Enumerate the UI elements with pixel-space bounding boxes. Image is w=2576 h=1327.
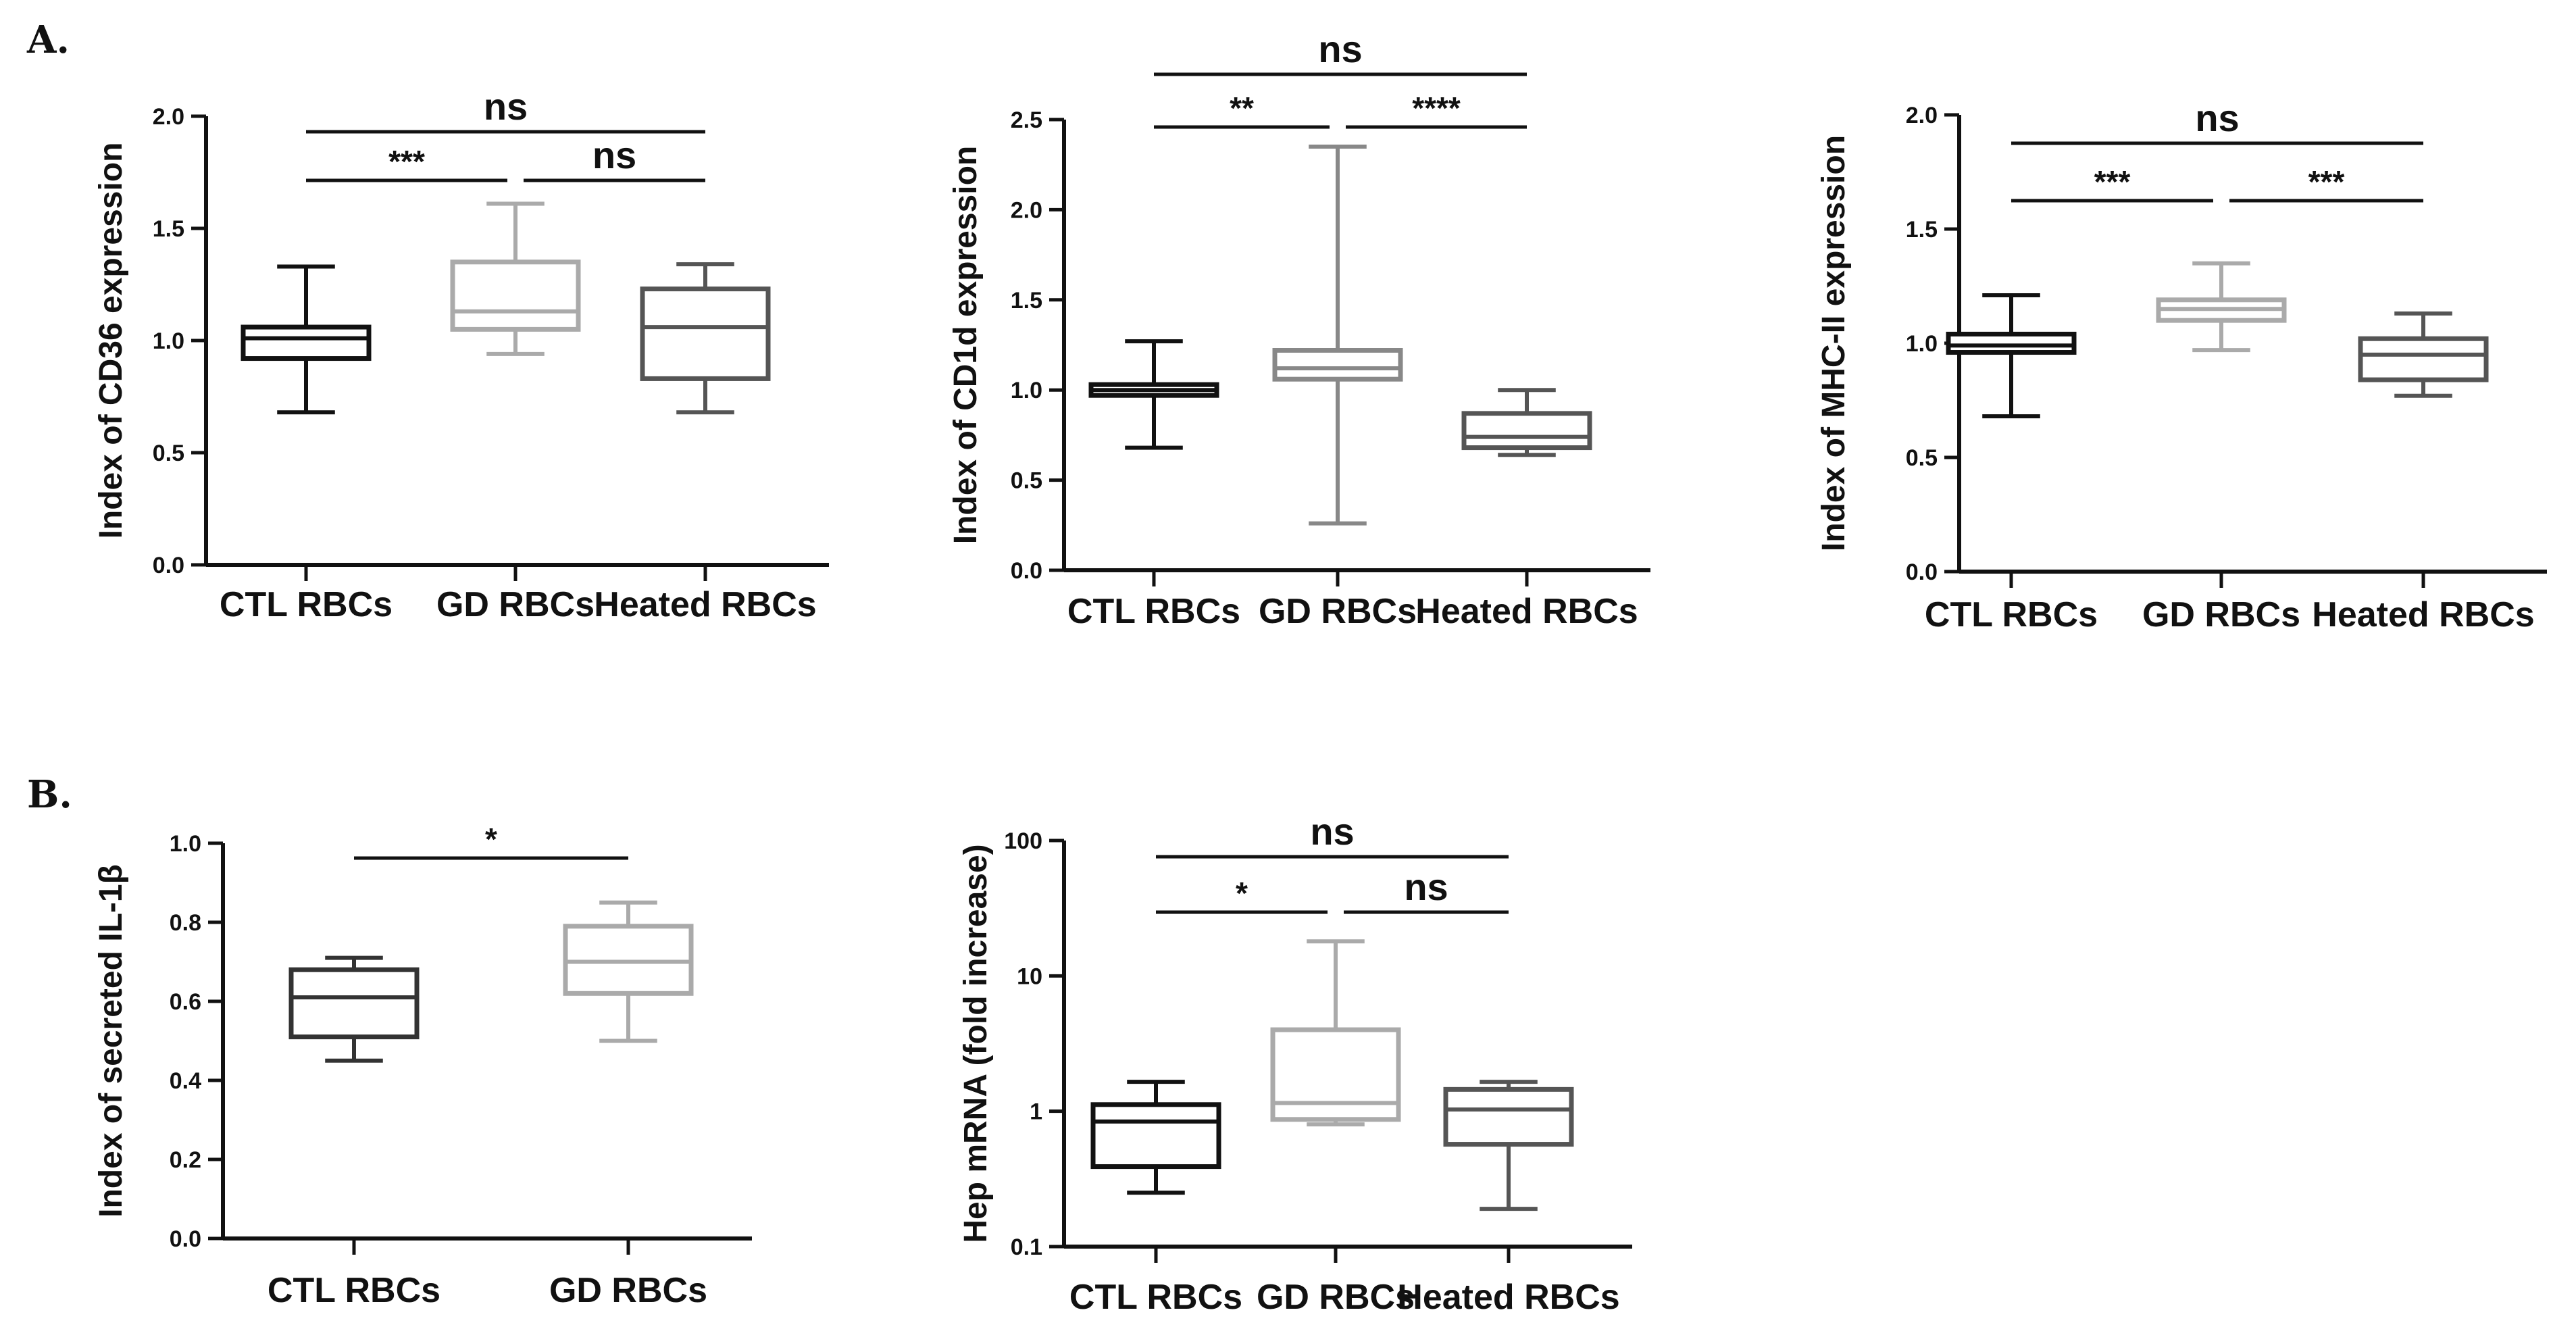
y-tick-label: 0.5 xyxy=(153,441,184,466)
iqr-box xyxy=(288,967,420,1040)
x-category-label: Heated RBCs xyxy=(1397,1278,1619,1317)
x-category-label: GD RBCs xyxy=(549,1271,707,1310)
significance-label: ns xyxy=(592,134,636,176)
iqr-box xyxy=(1090,1102,1221,1170)
significance-label: ns xyxy=(1318,28,1362,70)
y-tick-label: 2.0 xyxy=(1011,197,1042,223)
box-plot-heated-rbcs xyxy=(1443,1080,1574,1211)
y-tick-label: 1.5 xyxy=(153,216,184,242)
y-axis-label: Index of secreted IL-1β xyxy=(93,864,129,1218)
y-tick-label: 2.5 xyxy=(1011,107,1042,133)
significance-label: ns xyxy=(1310,810,1354,853)
y-tick-label: 1.5 xyxy=(1906,217,1938,243)
y-axis-label: Index of CD36 expression xyxy=(93,143,129,539)
chart-panel: 0.0 0.5 1.0 1.5 2.0 CTL RBCs GD RBCs Heated RBC… xyxy=(1816,97,2547,634)
x-category-label: CTL RBCs xyxy=(1069,1278,1242,1317)
box-plot-heated-rbcs xyxy=(1461,388,1592,457)
y-axis-label: Index of CD1d expression xyxy=(948,146,984,544)
box-plot-gd-rbcs xyxy=(1270,939,1401,1127)
significance-label: ns xyxy=(2195,97,2239,139)
x-category-label: GD RBCs xyxy=(1259,592,1417,631)
box-plot-ctl-rbcs xyxy=(1090,1080,1221,1195)
x-category-label: GD RBCs xyxy=(436,585,595,624)
panel-letter-b: B. xyxy=(27,772,72,817)
y-tick-label: 0.0 xyxy=(153,553,184,578)
y-tick-label: 1 xyxy=(1030,1099,1042,1125)
iqr-box xyxy=(1946,331,2077,355)
significance-label: ns xyxy=(484,85,528,128)
y-tick-label: 1.0 xyxy=(1011,378,1042,403)
y-tick-label: 100 xyxy=(1004,828,1042,854)
significance-label: **** xyxy=(1412,91,1461,126)
iqr-box xyxy=(640,286,771,381)
y-tick-label: 1.0 xyxy=(170,831,201,857)
chart-panel: 0.0 0.5 1.0 1.5 2.0 CTL RBCs GD RBCs Heated RBC… xyxy=(93,85,829,624)
significance-label: * xyxy=(485,822,497,857)
y-tick-label: 0.8 xyxy=(170,910,201,936)
chart-panel: 0.0 0.2 0.4 0.6 0.8 1.0 CTL RBCs GD RBCs Index o… xyxy=(93,822,752,1310)
box-plot-heated-rbcs xyxy=(2358,311,2489,398)
box-plot-gd-rbcs xyxy=(1272,145,1403,526)
y-tick-label: 2.0 xyxy=(153,104,184,130)
chart-panel: 0.0 0.5 1.0 1.5 2.0 2.5 CTL RBCs GD RBCsHeated … xyxy=(948,28,1650,631)
significance-label: ns xyxy=(1404,866,1448,908)
box-plot-gd-rbcs xyxy=(2156,261,2287,353)
significance-label: *** xyxy=(388,144,425,179)
y-tick-label: 0.1 xyxy=(1011,1234,1042,1260)
y-tick-label: 0.6 xyxy=(170,989,201,1015)
iqr-box xyxy=(1461,411,1592,451)
x-category-label: GD RBCs xyxy=(2142,595,2300,634)
x-category-label: CTL RBCs xyxy=(1067,592,1240,631)
y-tick-label: 0.0 xyxy=(170,1226,201,1252)
iqr-box xyxy=(241,324,372,361)
box-plot-ctl-rbcs xyxy=(241,264,372,415)
box-plot-gd-rbcs xyxy=(563,900,694,1043)
box-plot-ctl-rbcs xyxy=(1088,339,1219,450)
x-category-label: CTL RBCs xyxy=(1925,595,2098,634)
x-category-label: CTL RBCs xyxy=(220,585,393,624)
x-category-label: CTL RBCs xyxy=(268,1271,440,1310)
y-tick-label: 1.0 xyxy=(153,328,184,354)
iqr-box xyxy=(450,259,581,332)
x-category-label: Heated RBCs xyxy=(2312,595,2534,634)
x-category-label: Heated RBCs xyxy=(1415,592,1638,631)
y-tick-label: 10 xyxy=(1017,963,1042,989)
panel-letter-a: A. xyxy=(26,18,70,62)
y-tick-label: 0.0 xyxy=(1906,559,1938,585)
iqr-box xyxy=(1270,1027,1401,1122)
iqr-box xyxy=(2358,336,2489,382)
significance-label: *** xyxy=(2308,164,2345,199)
x-category-label: Heated RBCs xyxy=(594,585,816,624)
iqr-box xyxy=(1272,348,1403,382)
y-tick-label: 1.5 xyxy=(1011,288,1042,314)
y-tick-label: 0.4 xyxy=(170,1068,201,1094)
significance-label: ** xyxy=(1230,91,1254,126)
significance-label: * xyxy=(1236,876,1248,911)
box-plot-ctl-rbcs xyxy=(288,955,420,1063)
y-tick-label: 1.0 xyxy=(1906,331,1938,357)
y-tick-label: 0.0 xyxy=(1011,558,1042,584)
y-tick-label: 2.0 xyxy=(1906,103,1938,128)
y-tick-label: 0.5 xyxy=(1906,445,1938,471)
y-axis-label: Index of MHC-II expression xyxy=(1816,135,1852,551)
y-axis-label: Hep mRNA (fold increase) xyxy=(958,844,994,1243)
box-plot-gd-rbcs xyxy=(450,201,581,356)
y-tick-label: 0.2 xyxy=(170,1147,201,1173)
iqr-box xyxy=(1443,1086,1574,1147)
x-category-label: GD RBCs xyxy=(1257,1278,1415,1317)
y-tick-label: 0.5 xyxy=(1011,468,1042,494)
box-plot-ctl-rbcs xyxy=(1946,293,2077,419)
box-plot-heated-rbcs xyxy=(640,262,771,415)
significance-label: *** xyxy=(2094,164,2131,199)
